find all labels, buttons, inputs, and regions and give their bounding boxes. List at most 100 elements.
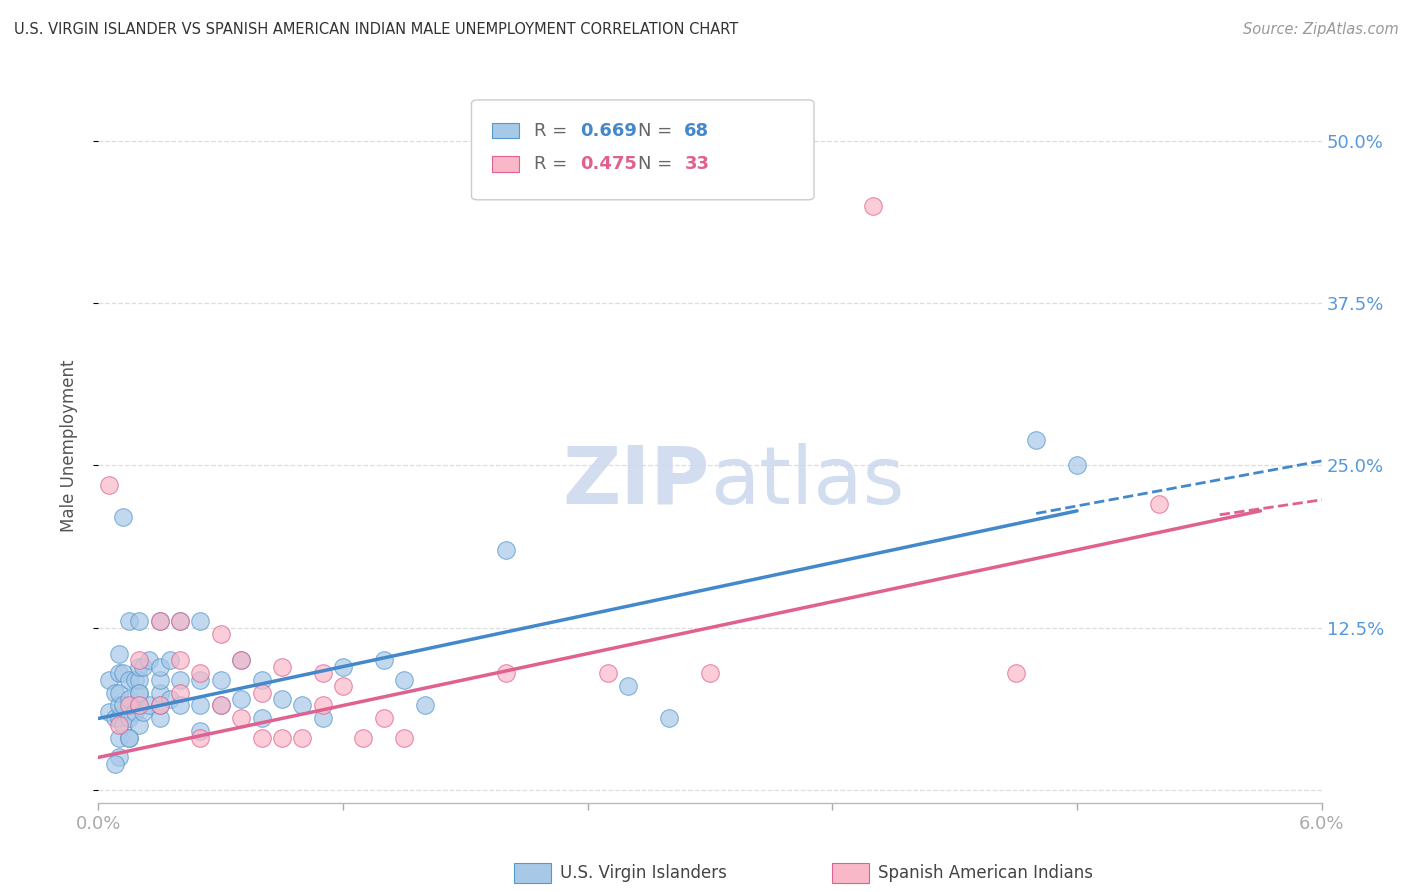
- Point: [188, 724, 212, 739]
- Point: [209, 698, 232, 713]
- Point: [111, 510, 134, 524]
- Point: [311, 711, 335, 725]
- Point: [118, 698, 141, 713]
- Point: [169, 673, 191, 687]
- Point: [128, 659, 150, 673]
- Point: [188, 614, 212, 628]
- Bar: [492, 156, 519, 172]
- Text: N =: N =: [638, 155, 678, 173]
- Point: [128, 685, 150, 699]
- Point: [495, 666, 517, 681]
- Text: R =: R =: [534, 121, 572, 139]
- Point: [250, 711, 273, 725]
- Point: [332, 679, 354, 693]
- Point: [108, 666, 131, 681]
- Point: [291, 731, 314, 745]
- Point: [291, 698, 314, 713]
- Point: [149, 698, 172, 713]
- Point: [188, 673, 212, 687]
- Point: [169, 653, 191, 667]
- Point: [149, 711, 172, 725]
- Point: [209, 673, 232, 687]
- Point: [128, 614, 150, 628]
- Point: [124, 673, 146, 687]
- Point: [149, 685, 172, 699]
- Point: [352, 731, 374, 745]
- Text: 0.669: 0.669: [581, 121, 637, 139]
- Point: [373, 711, 395, 725]
- Point: [188, 698, 212, 713]
- Point: [270, 731, 292, 745]
- Point: [159, 692, 181, 706]
- Point: [188, 666, 212, 681]
- Point: [104, 711, 127, 725]
- Point: [108, 698, 131, 713]
- Point: [1147, 497, 1170, 511]
- Point: [111, 698, 134, 713]
- Text: N =: N =: [638, 121, 678, 139]
- Point: [128, 673, 150, 687]
- Point: [108, 685, 131, 699]
- Point: [413, 698, 436, 713]
- Point: [332, 659, 354, 673]
- Bar: [515, 863, 551, 883]
- Point: [231, 692, 253, 706]
- Point: [209, 627, 232, 641]
- Point: [111, 718, 134, 732]
- Point: [138, 653, 160, 667]
- Point: [270, 692, 292, 706]
- Point: [108, 718, 131, 732]
- Point: [231, 653, 253, 667]
- Point: [270, 659, 292, 673]
- Point: [149, 614, 172, 628]
- Text: ZIP: ZIP: [562, 442, 710, 521]
- Point: [97, 673, 120, 687]
- Point: [118, 673, 141, 687]
- Point: [392, 731, 416, 745]
- Point: [250, 673, 273, 687]
- Text: U.S. VIRGIN ISLANDER VS SPANISH AMERICAN INDIAN MALE UNEMPLOYMENT CORRELATION CH: U.S. VIRGIN ISLANDER VS SPANISH AMERICAN…: [14, 22, 738, 37]
- Point: [149, 659, 172, 673]
- Point: [209, 698, 232, 713]
- Point: [392, 673, 416, 687]
- Bar: [832, 863, 869, 883]
- Point: [231, 711, 253, 725]
- Point: [311, 666, 335, 681]
- Point: [188, 731, 212, 745]
- Point: [104, 685, 127, 699]
- Point: [118, 692, 141, 706]
- Point: [118, 731, 141, 745]
- Point: [111, 666, 134, 681]
- Point: [128, 685, 150, 699]
- Point: [862, 199, 884, 213]
- Text: R =: R =: [534, 155, 572, 173]
- Point: [250, 685, 273, 699]
- Point: [118, 731, 141, 745]
- Text: atlas: atlas: [710, 442, 904, 521]
- Point: [128, 718, 150, 732]
- Point: [373, 653, 395, 667]
- Point: [1066, 458, 1088, 473]
- Point: [169, 614, 191, 628]
- Point: [124, 705, 146, 719]
- Y-axis label: Male Unemployment: Male Unemployment: [59, 359, 77, 533]
- Point: [231, 653, 253, 667]
- Point: [617, 679, 640, 693]
- Text: Spanish American Indians: Spanish American Indians: [877, 864, 1092, 882]
- Point: [132, 705, 155, 719]
- Point: [97, 705, 120, 719]
- Point: [169, 685, 191, 699]
- Point: [108, 731, 131, 745]
- Point: [149, 673, 172, 687]
- Text: U.S. Virgin Islanders: U.S. Virgin Islanders: [560, 864, 727, 882]
- Point: [132, 659, 155, 673]
- Point: [169, 614, 191, 628]
- Point: [108, 750, 131, 764]
- Point: [128, 698, 150, 713]
- Point: [138, 698, 160, 713]
- Point: [108, 647, 131, 661]
- Point: [149, 698, 172, 713]
- Text: Source: ZipAtlas.com: Source: ZipAtlas.com: [1243, 22, 1399, 37]
- Point: [1004, 666, 1026, 681]
- Point: [108, 711, 131, 725]
